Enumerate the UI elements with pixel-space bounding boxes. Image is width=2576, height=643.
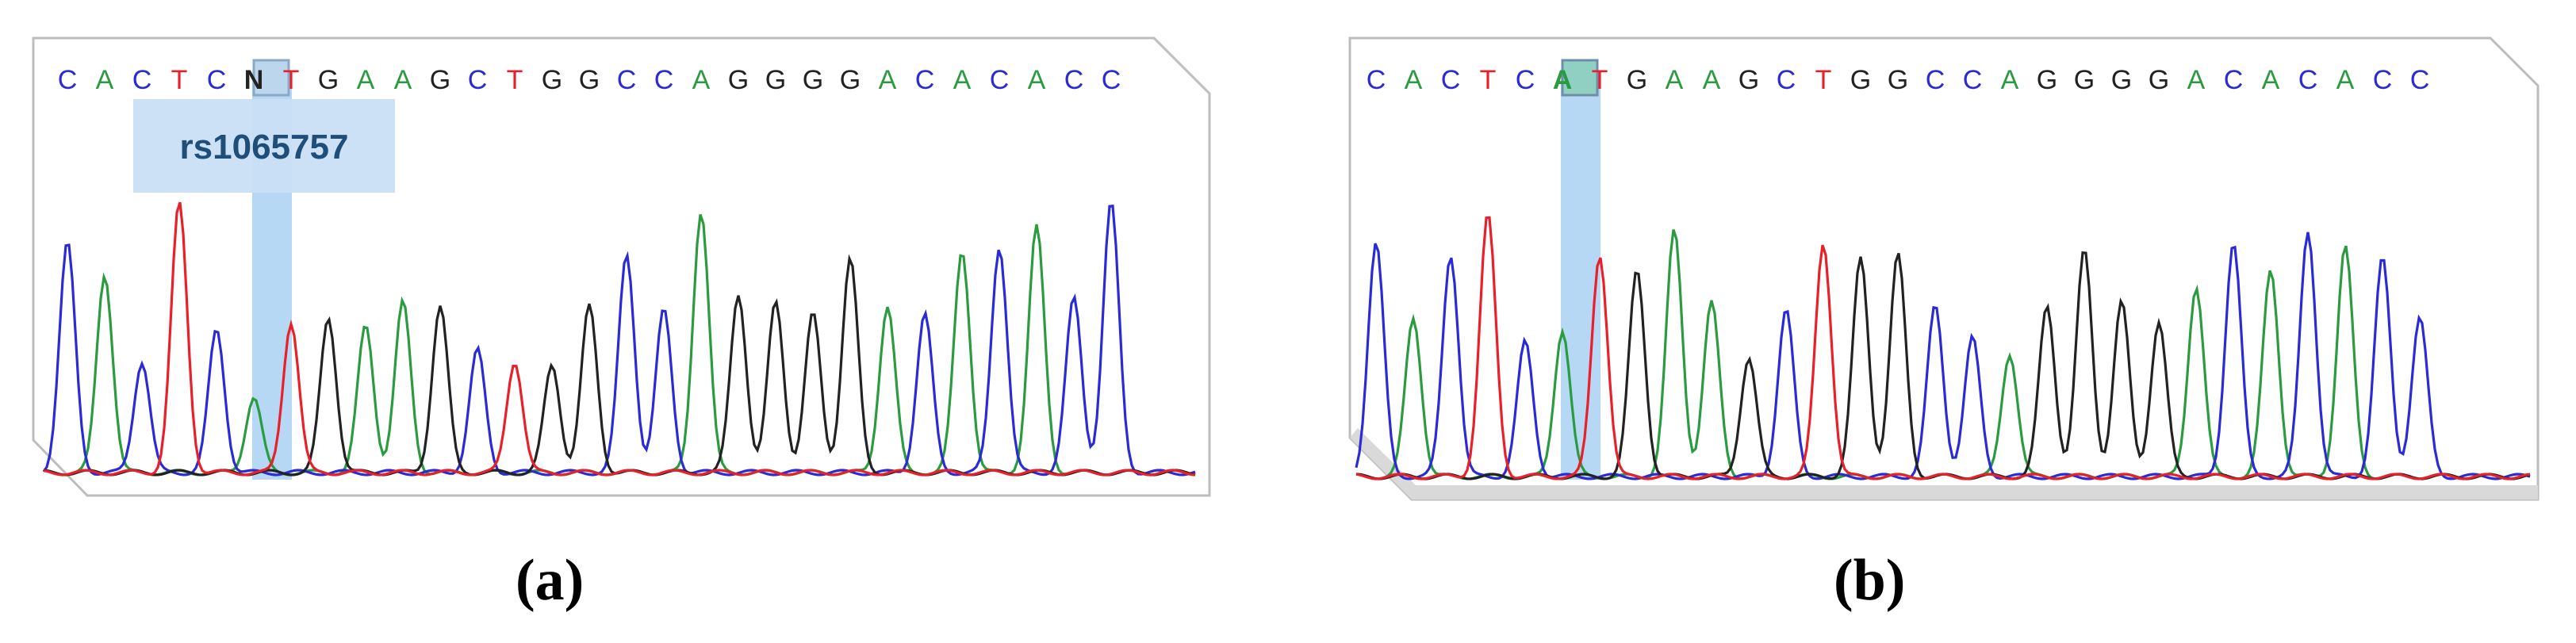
panel-b-highlight-band	[1561, 75, 1600, 480]
base-call-b-21: G	[2149, 65, 2169, 95]
base-call-a-23: C	[915, 65, 935, 95]
base-call-a-21: G	[840, 65, 861, 95]
panel-b-bottom-shadow	[1350, 428, 2538, 499]
base-call-b-5: A	[1553, 65, 1573, 95]
base-call-b-19: G	[2074, 65, 2095, 95]
base-call-a-24: A	[953, 65, 972, 95]
variant-label: rs1065757	[180, 128, 349, 166]
trace-a-C	[42, 205, 1196, 477]
base-call-b-27: C	[2373, 65, 2393, 95]
panel-a-highlight-box	[252, 59, 290, 97]
base-call-a-8: A	[357, 65, 375, 95]
base-call-b-16: C	[1963, 65, 1983, 95]
base-call-b-9: A	[1703, 65, 1721, 95]
base-call-a-6: T	[283, 65, 300, 95]
base-call-a-25: C	[990, 65, 1010, 95]
base-call-b-2: C	[1441, 65, 1461, 95]
base-call-b-28: C	[2410, 65, 2430, 95]
base-call-a-20: G	[803, 65, 823, 95]
base-call-a-5: N	[244, 65, 264, 95]
base-call-b-10: G	[1738, 65, 1759, 95]
panel-b-highlight-box	[1561, 59, 1599, 97]
base-call-b-18: G	[2037, 65, 2057, 95]
base-call-b-11: C	[1777, 65, 1796, 95]
base-call-a-16: C	[654, 65, 674, 95]
base-call-a-12: T	[507, 65, 523, 95]
base-call-a-22: A	[879, 65, 897, 95]
base-call-a-2: C	[132, 65, 152, 95]
base-call-a-7: G	[318, 65, 339, 95]
base-call-a-27: C	[1064, 65, 1084, 95]
base-call-b-25: C	[2298, 65, 2318, 95]
base-call-b-22: A	[2187, 65, 2206, 95]
base-call-b-0: C	[1367, 65, 1386, 95]
base-call-a-9: A	[394, 65, 412, 95]
panel-a-traces	[42, 201, 1196, 477]
base-call-a-10: G	[430, 65, 450, 95]
base-call-b-15: C	[1926, 65, 1945, 95]
base-call-b-26: A	[2336, 65, 2355, 95]
base-call-a-4: C	[207, 65, 227, 95]
panel-b-traces	[1355, 216, 2531, 480]
base-call-b-14: G	[1888, 65, 1908, 95]
base-call-a-0: C	[58, 65, 78, 95]
base-call-b-24: A	[2262, 65, 2280, 95]
base-call-a-26: A	[1028, 65, 1046, 95]
base-call-b-8: A	[1666, 65, 1684, 95]
caption-a: (a)	[516, 548, 585, 613]
base-call-a-3: T	[171, 65, 188, 95]
base-call-a-28: C	[1102, 65, 1121, 95]
base-call-b-13: G	[1850, 65, 1871, 95]
base-call-a-19: G	[765, 65, 786, 95]
base-call-b-17: A	[2001, 65, 2019, 95]
base-call-b-6: T	[1592, 65, 1608, 95]
base-call-b-23: C	[2224, 65, 2244, 95]
base-call-a-17: A	[692, 65, 711, 95]
base-call-b-7: G	[1627, 65, 1647, 95]
base-call-b-20: G	[2111, 65, 2132, 95]
base-call-a-11: C	[468, 65, 488, 95]
trace-b-T	[1355, 216, 2531, 480]
trace-a-T	[43, 201, 1196, 477]
variant-label-box	[133, 99, 395, 193]
base-call-a-13: G	[542, 65, 562, 95]
base-call-b-3: T	[1480, 65, 1497, 95]
base-call-a-15: C	[617, 65, 637, 95]
base-call-b-1: A	[1405, 65, 1423, 95]
caption-b: (b)	[1834, 548, 1906, 613]
base-call-a-1: A	[96, 65, 114, 95]
base-call-b-4: C	[1516, 65, 1535, 95]
base-call-a-14: G	[579, 65, 600, 95]
base-call-b-12: T	[1815, 65, 1832, 95]
base-call-a-18: G	[728, 65, 749, 95]
